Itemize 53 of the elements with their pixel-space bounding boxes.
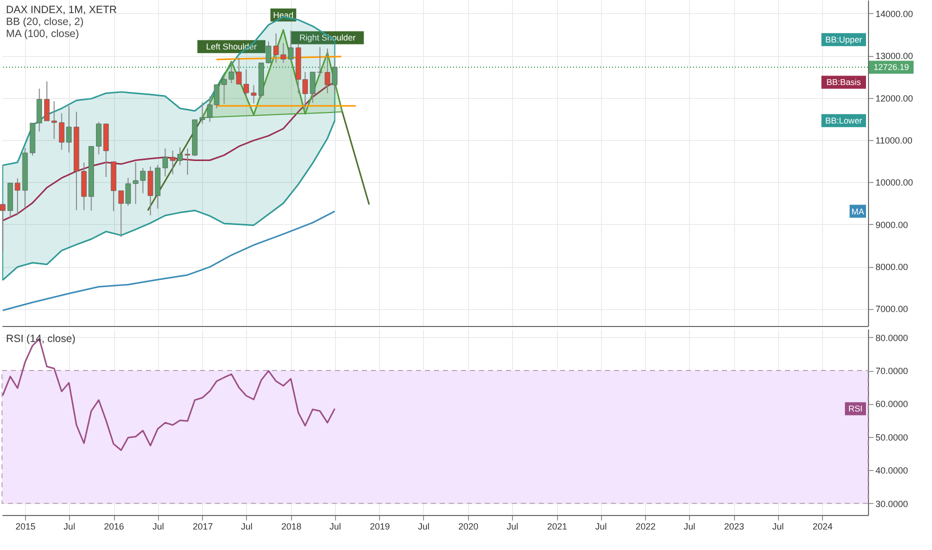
annotation: BB (20, close, 2) xyxy=(6,16,84,28)
x-tick-label: Jul xyxy=(152,522,164,532)
y-tick-label: 60.0000 xyxy=(876,399,908,410)
candlestick xyxy=(44,80,50,122)
x-tick-label: Jul xyxy=(595,522,607,532)
chart-title: DAX INDEX, 1M, XETR xyxy=(6,4,118,16)
candlestick xyxy=(0,203,6,252)
y-tick-label: 13000.00 xyxy=(876,51,914,62)
text: BB:Basis xyxy=(826,77,861,88)
text: BB:Upper xyxy=(825,34,862,45)
y-tick-label: 30.0000 xyxy=(876,498,908,509)
x-tick-label: 2024 xyxy=(812,522,833,532)
y-tick-label: 10000.00 xyxy=(876,178,914,188)
x-tick-label: Jul xyxy=(772,522,784,532)
candlestick xyxy=(251,84,256,104)
y-tick-label: 9000.00 xyxy=(876,220,908,230)
x-tick-label: 2023 xyxy=(724,522,744,532)
candlestick xyxy=(51,100,57,140)
y-tick-label: 70.0000 xyxy=(876,366,908,376)
candlestick xyxy=(200,102,206,124)
x-tick-label: 2021 xyxy=(547,522,568,532)
x-tick-label: Jul xyxy=(418,522,430,532)
y-tick-label: 12000.00 xyxy=(876,93,914,104)
x-tick-label: Jul xyxy=(240,522,252,532)
x-tick-label: Jul xyxy=(64,522,76,532)
y-tick-label: 50.0000 xyxy=(876,432,908,442)
x-tick-label: 2022 xyxy=(636,522,656,532)
x-tick-label: Jul xyxy=(506,522,518,532)
x-tick-label: 2019 xyxy=(370,522,390,532)
y-tick-label: 80.0000 xyxy=(876,332,908,343)
y-tick-label: 11000.00 xyxy=(876,136,912,146)
candlestick xyxy=(288,30,294,62)
x-tick-label: 2017 xyxy=(192,522,213,532)
x-tick-label: 2020 xyxy=(458,522,478,532)
text: MA xyxy=(851,206,865,216)
x-tick-label: Jul xyxy=(684,522,696,532)
ref-line-label: 12726.19 xyxy=(874,62,910,72)
line-series xyxy=(2,120,336,281)
line-series xyxy=(2,210,336,312)
chart-title: RSI (14, close) xyxy=(6,333,76,345)
text: RSI xyxy=(848,404,863,414)
x-tick-label: 2015 xyxy=(16,522,36,532)
y-tick-label: 8000.00 xyxy=(876,262,908,272)
x-tick-label: 2016 xyxy=(104,522,124,532)
y-tick-label: 7000.00 xyxy=(876,304,908,314)
y-tick-label: 40.0000 xyxy=(876,466,908,476)
x-tick-label: 2018 xyxy=(281,522,302,532)
y-tick-label: 14000.00 xyxy=(876,8,914,19)
text: BB:Lower xyxy=(825,116,862,126)
candlestick xyxy=(162,148,168,178)
annotation: Left Shoulder xyxy=(206,42,257,52)
x-tick-label: Jul xyxy=(329,522,341,532)
annotation: MA (100, close) xyxy=(6,28,79,40)
